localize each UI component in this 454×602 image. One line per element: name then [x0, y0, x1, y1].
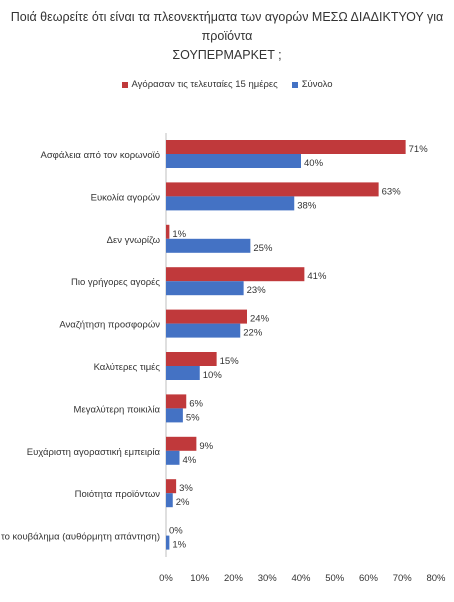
chart-legend: Αγόρασαν τις τελευταίες 15 ημέρες Σύνολο [0, 79, 454, 90]
chart-title-line-2: ΣΟΥΠΕΡΜΑΡΚΕΤ ; [172, 48, 282, 62]
x-tick-label: 80% [426, 573, 446, 584]
bar-series-2 [166, 366, 200, 380]
category-label: Καλύτερες τιμές [94, 362, 161, 373]
bar-series-1 [166, 436, 197, 451]
bar-series-2 [166, 450, 180, 465]
category-label: Ευχάριστη αγοραστική εμπειρία [27, 447, 161, 458]
legend-item-series-2: Σύνολο [291, 79, 333, 90]
bar-series-1 [166, 182, 379, 197]
bar-series-2 [166, 535, 170, 550]
bar-series-1 [166, 479, 177, 494]
bar-series-2 [166, 408, 183, 423]
bar-series-2 [166, 196, 295, 211]
bar-series-1 [166, 309, 247, 324]
data-label-series-1: 3% [179, 483, 193, 494]
category-label: Πιο γρήγορες αγορές [71, 277, 160, 288]
data-label-series-1: 71% [409, 144, 429, 155]
category-label: Ασφάλεια από τον κορωνοϊό [40, 150, 160, 161]
bar-series-1 [166, 352, 217, 366]
data-label-series-2: 38% [297, 200, 317, 211]
category-label: Αναζήτηση προσφορών [59, 320, 160, 331]
x-tick-label: 0% [159, 573, 173, 584]
category-label: Γλιτώνω το κουβάλημα (αυθόρμητη απάντηση… [0, 532, 160, 543]
legend-label-series-1: Αγόρασαν τις τελευταίες 15 ημέρες [131, 79, 278, 90]
data-label-series-1: 1% [172, 229, 186, 240]
bar-series-2 [166, 154, 301, 168]
data-label-series-1: 63% [382, 186, 402, 197]
data-label-series-2: 2% [176, 497, 190, 508]
x-tick-label: 60% [359, 573, 379, 584]
bar-series-2 [166, 281, 244, 296]
bar-series-2 [166, 323, 241, 338]
x-tick-label: 70% [393, 573, 413, 584]
data-label-series-2: 40% [304, 158, 324, 169]
data-label-series-2: 22% [243, 328, 263, 339]
bar-series-1 [166, 140, 406, 154]
data-label-series-1: 9% [199, 441, 213, 452]
category-label: Μεγαλύτερη ποικιλία [74, 404, 161, 415]
data-label-series-2: 25% [253, 243, 273, 254]
data-label-series-2: 1% [172, 540, 186, 551]
category-label: Ευκολία αγορών [91, 192, 161, 203]
data-label-series-2: 10% [203, 370, 223, 381]
legend-swatch-series-2 [291, 81, 298, 88]
chart-title-line-1: Ποιά θεωρείτε ότι είναι τα πλεονεκτήματα… [10, 10, 444, 43]
bar-series-1 [166, 394, 187, 409]
data-label-series-1: 15% [220, 356, 240, 367]
legend-item-series-1: Αγόρασαν τις τελευταίες 15 ημέρες [121, 79, 278, 90]
legend-label-series-2: Σύνολο [301, 79, 333, 90]
x-tick-label: 20% [224, 573, 244, 584]
category-label: Δεν γνωρίζω [107, 235, 161, 246]
x-tick-label: 30% [258, 573, 278, 584]
data-label-series-2: 23% [247, 285, 267, 296]
legend-swatch-series-1 [121, 81, 128, 88]
category-label: Ποιότητα προϊόντων [75, 489, 161, 500]
x-tick-label: 50% [325, 573, 345, 584]
data-label-series-1: 24% [250, 314, 270, 325]
data-label-series-2: 4% [183, 455, 197, 466]
bar-series-1 [166, 224, 170, 239]
chart-title: Ποιά θεωρείτε ότι είναι τα πλεονεκτήματα… [10, 8, 444, 65]
data-label-series-1: 6% [189, 398, 203, 409]
data-label-series-1: 41% [307, 271, 327, 282]
data-label-series-1: 0% [169, 526, 183, 537]
bar-series-1 [166, 267, 305, 282]
x-tick-label: 10% [190, 573, 210, 584]
x-tick-label: 40% [291, 573, 311, 584]
data-label-series-2: 5% [186, 412, 200, 423]
bar-series-2 [166, 238, 251, 253]
bar-series-2 [166, 493, 173, 508]
